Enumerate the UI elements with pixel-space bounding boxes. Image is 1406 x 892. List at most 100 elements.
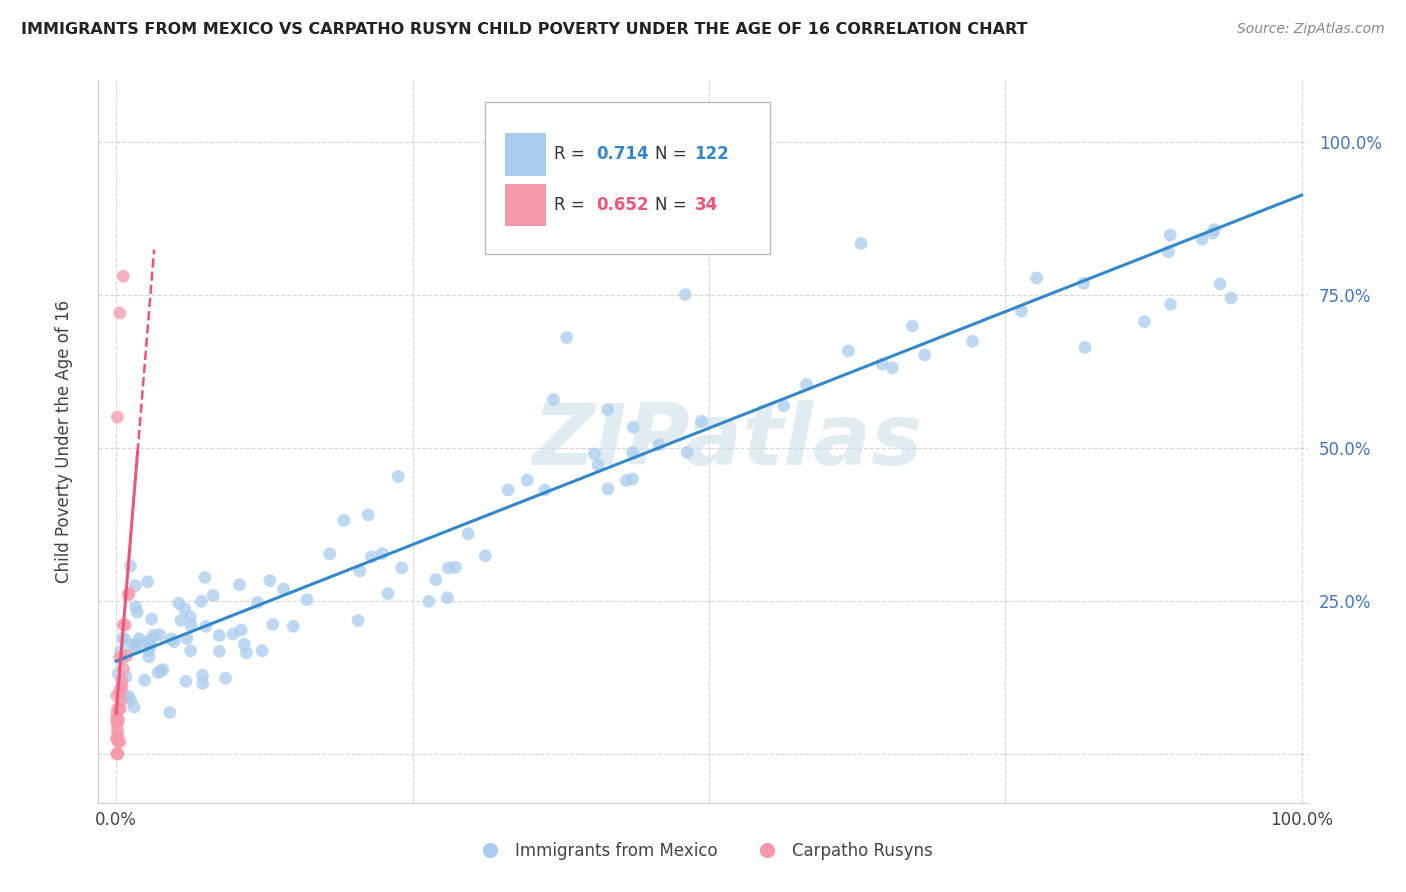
Point bbox=[555, 330, 578, 344]
Point bbox=[543, 392, 565, 407]
Point bbox=[1191, 232, 1213, 246]
Point bbox=[1074, 340, 1097, 354]
Point bbox=[122, 699, 145, 714]
Point bbox=[120, 693, 142, 707]
Point bbox=[283, 619, 305, 633]
Point bbox=[105, 731, 128, 746]
Point bbox=[110, 702, 132, 716]
Point bbox=[179, 610, 201, 624]
Point bbox=[180, 618, 202, 632]
Point bbox=[135, 635, 157, 649]
FancyBboxPatch shape bbox=[505, 184, 546, 227]
Point bbox=[1160, 297, 1182, 311]
Point bbox=[141, 612, 163, 626]
Point bbox=[849, 236, 872, 251]
Point bbox=[134, 673, 156, 688]
Point bbox=[170, 614, 193, 628]
Point bbox=[202, 589, 225, 603]
Point bbox=[246, 596, 269, 610]
Point bbox=[117, 690, 139, 704]
Point bbox=[418, 594, 440, 608]
Point bbox=[176, 632, 198, 646]
Point bbox=[138, 649, 160, 664]
Text: ZIPatlas: ZIPatlas bbox=[531, 400, 922, 483]
Point bbox=[121, 638, 143, 652]
Point bbox=[1025, 271, 1047, 285]
Point bbox=[690, 414, 713, 428]
Point bbox=[586, 458, 609, 472]
Point bbox=[436, 591, 458, 605]
Point bbox=[110, 693, 132, 707]
Point bbox=[111, 679, 134, 693]
Point bbox=[124, 599, 146, 614]
Point bbox=[222, 627, 245, 641]
Point bbox=[105, 713, 128, 727]
Text: R =: R = bbox=[554, 196, 591, 214]
Point bbox=[138, 644, 160, 658]
Point bbox=[112, 269, 135, 284]
Point bbox=[208, 644, 231, 658]
Text: 122: 122 bbox=[695, 145, 730, 163]
Point bbox=[167, 596, 190, 610]
Point bbox=[1157, 244, 1180, 259]
Point bbox=[190, 594, 212, 608]
Point bbox=[111, 631, 134, 645]
Point bbox=[1073, 277, 1095, 291]
Text: 0.714: 0.714 bbox=[596, 145, 650, 163]
Point bbox=[235, 646, 257, 660]
Point bbox=[371, 547, 394, 561]
Text: IMMIGRANTS FROM MEXICO VS CARPATHO RUSYN CHILD POVERTY UNDER THE AGE OF 16 CORRE: IMMIGRANTS FROM MEXICO VS CARPATHO RUSYN… bbox=[21, 22, 1028, 37]
Point bbox=[596, 482, 619, 496]
Point bbox=[110, 683, 132, 698]
Point bbox=[347, 614, 370, 628]
Point bbox=[124, 578, 146, 592]
Point bbox=[295, 592, 318, 607]
Point bbox=[516, 473, 538, 487]
Point bbox=[191, 668, 214, 682]
Point bbox=[1209, 277, 1232, 291]
Point bbox=[136, 574, 159, 589]
Point bbox=[360, 549, 382, 564]
Point bbox=[1159, 227, 1181, 242]
Point bbox=[105, 714, 128, 728]
Point bbox=[148, 628, 170, 642]
Text: Source: ZipAtlas.com: Source: ZipAtlas.com bbox=[1237, 22, 1385, 37]
Point bbox=[262, 617, 284, 632]
Point bbox=[107, 666, 129, 681]
Legend: Immigrants from Mexico, Carpatho Rusyns: Immigrants from Mexico, Carpatho Rusyns bbox=[467, 836, 939, 867]
Point bbox=[621, 420, 644, 434]
Point bbox=[105, 706, 128, 720]
Y-axis label: Child Poverty Under the Age of 16: Child Poverty Under the Age of 16 bbox=[55, 300, 73, 583]
Point bbox=[163, 634, 186, 648]
Point bbox=[107, 723, 129, 738]
Point bbox=[120, 559, 142, 574]
Point bbox=[115, 648, 138, 663]
Point bbox=[159, 706, 181, 720]
Point bbox=[1220, 291, 1243, 305]
Point bbox=[105, 711, 128, 725]
Point bbox=[108, 734, 131, 748]
Point bbox=[107, 702, 129, 716]
Point bbox=[425, 573, 447, 587]
Point bbox=[1010, 304, 1032, 318]
Point bbox=[108, 688, 131, 702]
Point bbox=[105, 718, 128, 732]
Text: 0.652: 0.652 bbox=[596, 196, 650, 214]
Point bbox=[117, 588, 139, 602]
Point bbox=[115, 670, 138, 684]
Point bbox=[124, 641, 146, 656]
Point bbox=[377, 586, 399, 600]
Point bbox=[112, 662, 135, 676]
Point bbox=[110, 687, 132, 701]
Point bbox=[621, 445, 644, 459]
FancyBboxPatch shape bbox=[505, 133, 546, 176]
Point bbox=[173, 602, 195, 616]
Point bbox=[496, 483, 519, 497]
Point bbox=[105, 731, 128, 745]
Point bbox=[721, 208, 744, 222]
Point bbox=[194, 619, 217, 633]
Point bbox=[259, 574, 281, 588]
Point bbox=[180, 644, 202, 658]
Point bbox=[1133, 315, 1156, 329]
Point bbox=[319, 547, 342, 561]
